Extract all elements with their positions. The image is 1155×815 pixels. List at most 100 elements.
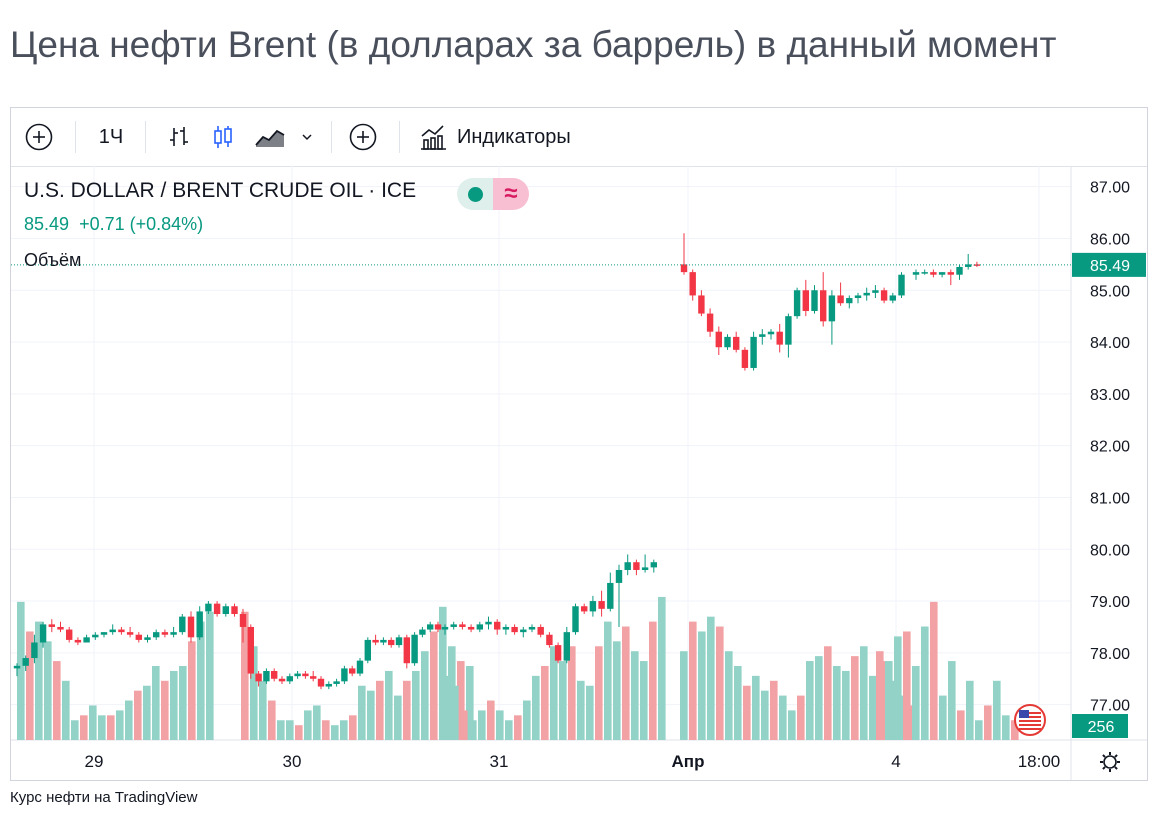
candle-body (680, 264, 688, 273)
volume-bar (161, 680, 169, 740)
bars-icon (170, 127, 188, 146)
candle-body (494, 621, 501, 630)
candle-body (247, 626, 254, 674)
volume-bar (89, 705, 97, 740)
attribution-link[interactable]: Курс нефти на TradingView (10, 789, 198, 806)
candle-body (641, 567, 649, 570)
candle-body (759, 334, 766, 337)
candle-body (598, 601, 605, 609)
volume-bar (367, 690, 375, 740)
candle-body (854, 295, 862, 299)
chart-style-dropdown[interactable] (297, 120, 317, 154)
price-tick-label: 86.00 (1090, 231, 1130, 248)
candle-body (179, 616, 186, 633)
chart-toolbar: 1Ч (11, 108, 1147, 167)
time-tick-label: Апр (672, 752, 705, 771)
candle-body (938, 272, 946, 275)
volume-bar (1002, 715, 1010, 740)
toolbar-divider (145, 121, 146, 153)
candle-body (572, 606, 579, 633)
bars-style-button[interactable] (163, 120, 195, 154)
price-tick-label: 85.00 (1090, 283, 1130, 300)
indicators-icon (421, 125, 446, 150)
candle-body (528, 626, 536, 630)
add-symbol-button[interactable] (21, 120, 57, 154)
candle-body (607, 582, 614, 609)
volume-bar (268, 700, 276, 740)
candle-body (502, 626, 510, 630)
volume-bar (421, 651, 429, 740)
candle-body (222, 606, 229, 615)
volume-bar (725, 651, 733, 740)
symbol-title: U.S. DOLLAR / BRENT CRUDE OIL · ICE (24, 179, 417, 202)
volume-bar (824, 646, 832, 740)
candle-body (689, 272, 696, 296)
volume-bar (197, 621, 205, 740)
volume-bar (250, 646, 258, 740)
volume-bar (761, 690, 769, 740)
market-open-dot-icon (467, 186, 483, 202)
time-tick-label: 18:00 (1018, 752, 1061, 771)
candle-body (820, 290, 827, 322)
flag-canton (1019, 710, 1029, 718)
candles-style-button[interactable] (207, 120, 239, 154)
volume-bar (376, 680, 384, 740)
candle-body (66, 629, 73, 640)
volume-bar (313, 705, 321, 740)
compare-icon (349, 123, 377, 151)
candle-body (624, 562, 631, 570)
volume-bar (743, 685, 751, 740)
price-tick-label: 81.00 (1090, 490, 1130, 507)
volume-bar (331, 725, 339, 740)
price-change-percent: (+0.84%) (129, 214, 204, 234)
candle-body (13, 665, 21, 669)
indicators-button[interactable]: Индикаторы (419, 120, 571, 154)
candle-body (310, 676, 317, 679)
compare-button[interactable] (345, 120, 381, 154)
candle-body (388, 639, 395, 646)
volume-bar (604, 621, 612, 740)
candle-body (698, 295, 705, 314)
candle-body (255, 673, 262, 682)
volume-bar (885, 661, 893, 740)
volume-bar (658, 596, 666, 740)
volume-bar (921, 626, 929, 740)
volume-bar (698, 631, 706, 740)
last-price-badge-label: 85.49 (1090, 258, 1130, 275)
candle-body (22, 658, 29, 666)
volume-bar (640, 661, 648, 740)
candle-body (776, 331, 783, 345)
volume-bar (752, 675, 760, 740)
candle-body (317, 678, 325, 687)
candle-body (837, 295, 844, 304)
candle-body (341, 668, 348, 682)
volume-bar (912, 666, 920, 740)
price-tick-label: 80.00 (1090, 542, 1130, 559)
candle-body (750, 336, 757, 368)
volume-bar (894, 636, 902, 740)
candle-body (880, 290, 888, 301)
area-style-button[interactable] (251, 120, 289, 154)
volume-bar (523, 700, 531, 740)
candle-body (278, 678, 286, 682)
flag-stripe (1019, 728, 1041, 730)
candle-body (263, 670, 270, 682)
volume-bar (80, 715, 88, 740)
grid (11, 166, 1071, 740)
timeframe-button[interactable]: 1Ч (98, 125, 124, 148)
candle-body (485, 621, 492, 625)
volume-bar (869, 675, 877, 740)
volume-bar (487, 700, 495, 740)
price-quote: 85.49 +0.71 (+0.84%) (24, 214, 203, 235)
price-chart[interactable]: 87.00 86.00 85.00 84.00 83.00 82.00 81.00 80.00… (11, 166, 1147, 780)
volume-bar (948, 661, 956, 740)
status-pill[interactable]: ≈ (457, 178, 529, 210)
volume-series (17, 596, 1019, 740)
candle-body (205, 603, 212, 612)
candle-body (715, 331, 722, 348)
candle-body (364, 639, 371, 661)
settings-gear-icon[interactable] (1100, 752, 1120, 772)
candle-body (724, 336, 731, 348)
volume-bar (833, 666, 841, 740)
candle-series (13, 233, 981, 690)
